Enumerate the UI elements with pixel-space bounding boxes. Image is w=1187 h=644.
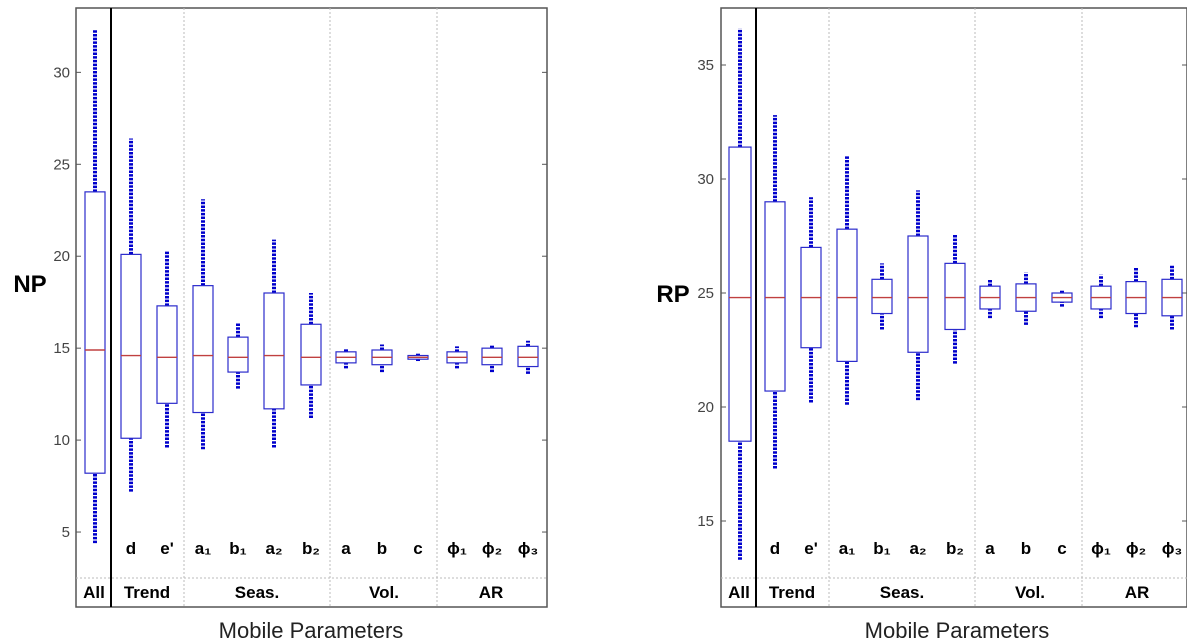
box-iqr: [156, 305, 178, 404]
param-label: d: [770, 539, 780, 558]
box-param-8: b: [371, 344, 393, 558]
param-label: a₂: [909, 539, 926, 558]
param-label: b₂: [946, 539, 964, 558]
group-label: AR: [1125, 583, 1150, 602]
param-label: a₁: [195, 539, 212, 558]
group-label: Vol.: [1015, 583, 1045, 602]
box-iqr: [907, 235, 929, 353]
box-iqr: [764, 201, 786, 392]
y-tick-label: 30: [53, 64, 70, 81]
box-param-5: a₂: [263, 239, 285, 558]
y-tick-label: 5: [62, 524, 70, 541]
param-label: a₁: [839, 539, 856, 558]
param-label: b₁: [229, 539, 246, 558]
group-label: AR: [479, 583, 504, 602]
box-iqr: [944, 262, 966, 331]
box-param-1: d: [120, 138, 142, 558]
box-param-8: b: [1015, 272, 1037, 558]
x-axis-label: Mobile Parameters: [219, 618, 404, 643]
box-param-7: a: [979, 279, 1001, 558]
param-label: ϕ₃: [1162, 539, 1183, 558]
box-param-4: b₁: [227, 322, 249, 558]
box-iqr: [263, 292, 285, 410]
y-tick-label: 15: [53, 340, 70, 357]
y-tick-label: 35: [697, 57, 714, 74]
box-param-9: c: [1051, 290, 1073, 558]
param-label: ϕ₂: [1126, 539, 1146, 558]
param-label: ϕ₁: [1091, 539, 1111, 558]
group-label: All: [728, 583, 750, 602]
param-label: e': [804, 539, 818, 558]
box-all: [84, 30, 106, 544]
param-label: b: [1021, 539, 1031, 558]
x-axis-label: Mobile Parameters: [865, 618, 1050, 643]
y-axis-label: NP: [13, 271, 46, 298]
group-label: Vol.: [369, 583, 399, 602]
box-param-3: a₁: [192, 199, 214, 558]
param-label: b₂: [302, 539, 320, 558]
box-param-7: a: [335, 348, 357, 558]
box-param-12: ϕ₃: [517, 340, 539, 558]
y-tick-label: 30: [697, 171, 714, 188]
y-tick-label: 25: [697, 285, 714, 302]
box-param-9: c: [407, 353, 429, 558]
box-param-10: ϕ₁: [1090, 274, 1112, 558]
box-param-5: a₂: [907, 190, 929, 558]
y-tick-label: 25: [53, 156, 70, 173]
box-param-11: ϕ₂: [1125, 267, 1147, 558]
y-tick-label: 20: [697, 399, 714, 416]
param-label: b₁: [873, 539, 890, 558]
box-iqr: [227, 336, 249, 373]
param-label: a: [985, 539, 995, 558]
param-label: c: [1057, 539, 1066, 558]
param-label: ϕ₁: [447, 539, 467, 558]
box-iqr: [871, 278, 893, 315]
group-label: Seas.: [880, 583, 924, 602]
box-param-2: e': [156, 250, 178, 558]
box-iqr: [481, 347, 503, 366]
box-param-6: b₂: [944, 233, 966, 558]
group-label: Seas.: [235, 583, 279, 602]
param-label: ϕ₂: [482, 539, 502, 558]
box-iqr: [728, 146, 752, 442]
box-param-1: d: [764, 115, 786, 558]
y-tick-label: 10: [53, 432, 70, 449]
box-param-6: b₂: [300, 293, 322, 558]
y-tick-label: 15: [697, 513, 714, 530]
box-iqr: [517, 345, 539, 368]
box-param-4: b₁: [871, 263, 893, 558]
box-param-11: ϕ₂: [481, 344, 503, 558]
param-label: a₂: [265, 539, 282, 558]
box-iqr: [84, 191, 106, 474]
group-label: Trend: [124, 583, 170, 602]
box-all: [728, 28, 752, 560]
param-label: ϕ₃: [518, 539, 539, 558]
param-label: a: [341, 539, 351, 558]
box-param-3: a₁: [836, 156, 858, 558]
panel-rp: 15 20 25 30 35 d e' a₁ b₁ a₂ b₂ a b c ϕ₁ ϕ₂ ϕ₃ All Trend Se…: [656, 7, 1187, 643]
param-label: e': [160, 539, 174, 558]
param-label: d: [126, 539, 136, 558]
y-tick-label: 20: [53, 248, 70, 265]
group-label: All: [83, 583, 105, 602]
box-iqr: [192, 285, 214, 414]
box-iqr: [836, 228, 858, 363]
box-param-2: e': [800, 197, 822, 558]
param-label: c: [413, 539, 422, 558]
box-param-10: ϕ₁: [446, 346, 468, 558]
y-axis-label: RP: [656, 281, 689, 308]
box-iqr: [120, 253, 142, 439]
panel-np: 5 10 15 20 25 30 d e' a₁ b₁ a₂ b₂ a b c ϕ₁ ϕ₂ ϕ₃ All Trend S…: [13, 7, 548, 643]
box-param-12: ϕ₃: [1161, 265, 1183, 558]
box-iqr: [300, 323, 322, 386]
group-label: Trend: [769, 583, 815, 602]
param-label: b: [377, 539, 387, 558]
